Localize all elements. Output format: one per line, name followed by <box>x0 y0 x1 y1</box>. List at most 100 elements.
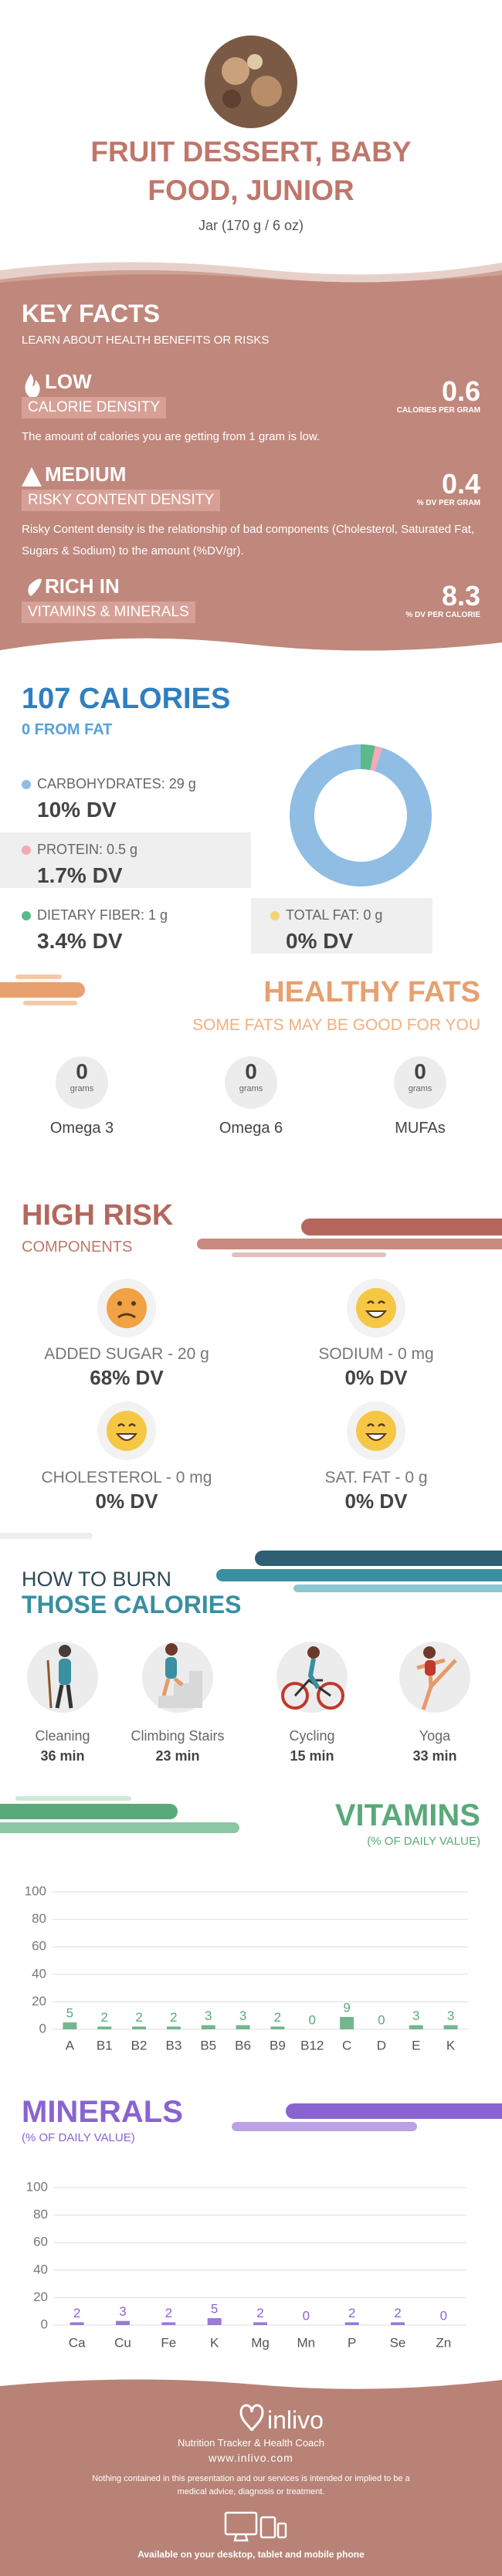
activity-time: 33 min <box>412 1748 457 1764</box>
activity-time: 36 min <box>40 1748 85 1764</box>
x-tick-label: B1 <box>97 2038 113 2052</box>
activity-time: 23 min <box>155 1748 200 1764</box>
x-tick-label: Zn <box>436 2335 451 2350</box>
value-label: 2 <box>394 2306 401 2320</box>
website: www.inlivo.com <box>209 2452 293 2464</box>
chart-subtitle: (% OF DAILY VALUE) <box>22 2131 135 2144</box>
x-tick-label: B5 <box>200 2038 216 2052</box>
x-tick-label: B9 <box>270 2038 286 2052</box>
x-tick-label: C <box>342 2038 351 2052</box>
bar <box>236 2025 250 2029</box>
nutrient-dv: 0% DV <box>286 929 354 953</box>
bar <box>253 2322 267 2325</box>
y-tick-label: 60 <box>32 1939 46 1954</box>
x-tick-label: B6 <box>235 2038 251 2052</box>
fat-amount: 0 <box>76 1059 88 1083</box>
risk-label: SODIUM - 0 mg <box>318 1345 434 1363</box>
decor-bar <box>0 982 85 998</box>
happy-face <box>347 1279 405 1337</box>
value-label: 3 <box>205 2008 212 2023</box>
legend-dot <box>22 911 31 920</box>
availability: Available on your desktop, tablet and mo… <box>137 2549 365 2560</box>
food-photo-detail <box>222 90 241 108</box>
decor-bar <box>286 2103 502 2119</box>
fact-unit: % DV PER CALORIE <box>405 611 480 619</box>
value-label: 2 <box>274 2010 281 2025</box>
food-photo-detail <box>247 54 263 69</box>
fact-description: The amount of calories you are getting f… <box>22 430 321 443</box>
fat-unit: grams <box>70 1084 94 1093</box>
legend-dot <box>22 846 31 855</box>
section-title: HIGH RISK <box>22 1199 174 1232</box>
sad-face <box>97 1279 156 1337</box>
section-subtitle: 0 FROM FAT <box>22 721 113 738</box>
value-label: 2 <box>73 2306 80 2320</box>
y-tick-label: 0 <box>39 2021 46 2035</box>
nutrient-dv: 1.7% DV <box>37 863 123 887</box>
chart-title: VITAMINS <box>334 1798 480 1832</box>
tagline: Nutrition Tracker & Health Coach <box>177 2437 325 2449</box>
x-tick-label: B2 <box>131 2038 148 2052</box>
decor-bar <box>232 2122 417 2131</box>
device-icons <box>224 2511 287 2542</box>
x-tick-label: A <box>66 2038 75 2052</box>
value-label: 9 <box>343 2000 350 2015</box>
x-tick-label: K <box>446 2038 456 2052</box>
y-tick-label: 20 <box>33 2290 48 2304</box>
activity-icon <box>27 1642 98 1713</box>
decor-bar <box>0 1804 178 1819</box>
fact-level: MEDIUM <box>45 463 127 486</box>
decor-bar <box>301 1219 502 1235</box>
value-label: 0 <box>303 2308 310 2323</box>
value-label: 0 <box>309 2012 316 2027</box>
value-label: 2 <box>135 2010 142 2025</box>
risk-label: CHOLESTEROL - 0 mg <box>41 1469 212 1486</box>
bar <box>207 2318 222 2325</box>
y-tick-label: 0 <box>41 2317 48 2331</box>
food-photo-detail <box>251 76 282 107</box>
activity-name: Cycling <box>289 1728 335 1744</box>
key-facts-bg <box>0 269 502 651</box>
fat-circle <box>225 1056 277 1109</box>
happy-face <box>347 1402 405 1460</box>
disclaimer: Nothing contained in this presentation a… <box>92 2474 410 2496</box>
decor-bar <box>0 1533 93 1539</box>
value-label: 3 <box>119 2304 126 2319</box>
value-label: 2 <box>101 2010 108 2025</box>
value-label: 2 <box>170 2010 177 2025</box>
x-tick-label: K <box>210 2335 219 2350</box>
fact-level: LOW <box>45 370 92 393</box>
decor-bar <box>197 1239 502 1249</box>
bar <box>391 2322 405 2325</box>
value-label: 0 <box>378 2012 385 2027</box>
x-tick-label: Mg <box>251 2335 270 2350</box>
nutrient-label: PROTEIN: 0.5 g <box>37 842 138 857</box>
chart-title: MINERALS <box>22 2095 183 2129</box>
bar <box>97 2026 112 2029</box>
decor-bar <box>23 1001 77 1005</box>
x-tick-label: Cu <box>114 2335 131 2350</box>
fat-name: Omega 3 <box>49 1120 114 1137</box>
activity-name: Cleaning <box>35 1728 90 1744</box>
x-tick-label: Ca <box>69 2335 86 2350</box>
x-tick-label: P <box>348 2335 356 2350</box>
fat-unit: grams <box>408 1084 432 1093</box>
fact-value: 8.3 <box>441 580 480 612</box>
brand-logo: inlivo <box>267 2406 324 2434</box>
value-label: 2 <box>256 2306 263 2320</box>
chart-subtitle: (% OF DAILY VALUE) <box>367 1835 480 1848</box>
value-label: 2 <box>348 2306 355 2320</box>
logo-heart <box>239 2404 264 2432</box>
fat-name: MUFAs <box>395 1120 446 1137</box>
x-tick-label: Fe <box>161 2335 176 2350</box>
bar <box>132 2026 147 2029</box>
legend-dot <box>270 911 280 920</box>
risk-label: SAT. FAT - 0 g <box>324 1469 428 1486</box>
nutrient-box <box>251 898 432 954</box>
section-title: HEALTHY FATS <box>263 976 480 1008</box>
fact-value: 0.6 <box>441 375 480 407</box>
flame-icon <box>25 374 40 398</box>
activity-name: Yoga <box>419 1728 451 1744</box>
